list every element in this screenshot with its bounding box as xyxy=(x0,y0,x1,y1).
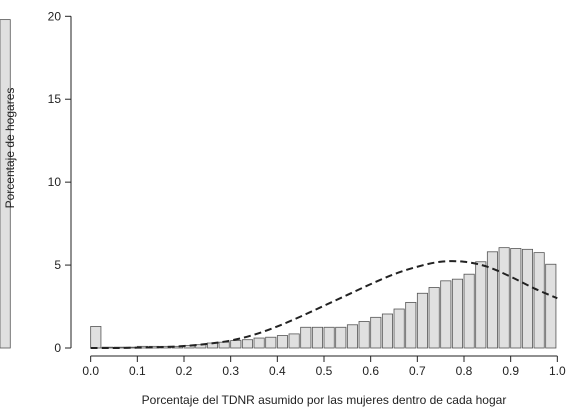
histogram-bar xyxy=(300,326,312,349)
histogram-bar xyxy=(381,313,393,349)
histogram-bar xyxy=(276,335,288,349)
x-tick-label: 0.5 xyxy=(316,364,333,378)
y-tick-label: 0 xyxy=(54,341,61,355)
histogram-bar xyxy=(265,336,277,349)
x-tick-label: 0.7 xyxy=(409,364,426,378)
histogram-bar xyxy=(393,308,405,349)
histogram-bar xyxy=(335,326,347,349)
histogram-bar xyxy=(90,326,102,349)
histogram-bar xyxy=(370,316,382,349)
histogram-bar xyxy=(288,333,300,349)
histogram-bar xyxy=(253,337,265,349)
histogram-bar xyxy=(311,326,323,349)
y-tick-label: 20 xyxy=(48,9,62,23)
histogram-bar xyxy=(0,19,11,349)
histogram-bar xyxy=(346,324,358,349)
histogram-bar xyxy=(451,278,463,349)
x-tick-label: 0.3 xyxy=(222,364,239,378)
y-tick-label: 10 xyxy=(48,175,62,189)
histogram-bar xyxy=(475,261,487,349)
x-tick-label: 0.9 xyxy=(502,364,519,378)
histogram-bar xyxy=(323,326,335,349)
histogram-bar xyxy=(533,252,545,349)
histogram-bar xyxy=(486,251,498,349)
x-tick-label: 0.6 xyxy=(362,364,379,378)
histogram-bar xyxy=(241,339,254,349)
histogram-bar xyxy=(405,301,417,349)
x-tick-label: 0.2 xyxy=(176,364,193,378)
x-tick-label: 1.0 xyxy=(549,364,566,378)
x-tick-label: 0.4 xyxy=(269,364,286,378)
histogram-bar xyxy=(510,248,522,349)
x-tick-label: 0.0 xyxy=(82,364,99,378)
bars-group xyxy=(0,19,557,349)
y-tick-label: 15 xyxy=(48,92,62,106)
histogram-bar xyxy=(218,341,230,349)
histogram-bar xyxy=(416,292,428,349)
y-ticks-group: 0 5 10 15 20 xyxy=(48,9,71,355)
histogram-bar xyxy=(463,273,475,349)
histogram-bar xyxy=(440,280,452,349)
x-tick-label: 0.8 xyxy=(456,364,473,378)
x-ticks-group: 0.0 0.1 0.2 0.3 0.4 0.5 0.6 0.7 0.8 0.9 1.0 xyxy=(82,356,566,378)
histogram-bar xyxy=(498,247,510,349)
histogram-bar xyxy=(358,321,370,349)
histogram-bar xyxy=(230,340,242,349)
x-tick-label: 0.1 xyxy=(129,364,146,378)
x-axis-title: Porcentaje del TDNR asumido por las muje… xyxy=(142,393,507,407)
histogram-bar xyxy=(521,248,534,349)
histogram-bar xyxy=(545,263,557,349)
histogram-bar xyxy=(428,287,440,349)
y-tick-label: 5 xyxy=(54,258,61,272)
y-axis-title: Porcentaje de hogares xyxy=(3,88,17,209)
